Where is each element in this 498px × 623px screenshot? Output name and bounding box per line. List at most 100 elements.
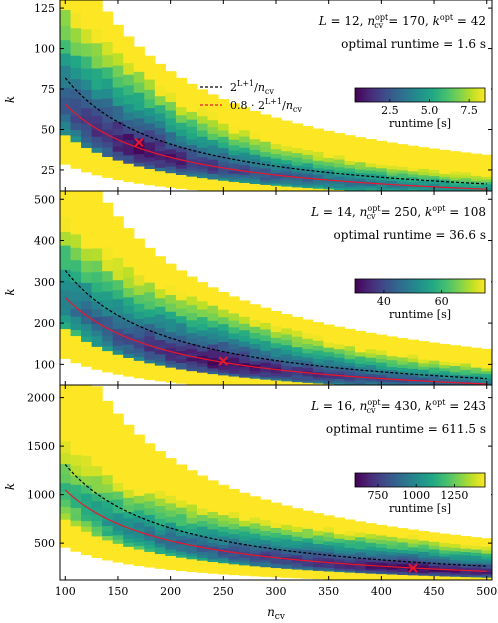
heatmap-cell [460,346,472,352]
heatmap-cell [450,394,461,396]
heatmap-cell [91,525,103,532]
heatmap-cell [470,548,483,553]
heatmap-cell [239,156,251,162]
heatmap-cell [175,557,188,561]
heatmap-cell [165,109,177,119]
heatmap-cell [186,565,198,569]
heatmap-cell [386,336,398,343]
heatmap-cell [376,174,388,178]
heatmap-cell [207,166,219,171]
y-tick-label: 2000 [27,392,55,405]
heatmap-cell [239,492,251,502]
heatmap-cell [165,548,177,553]
heatmap-cell [270,131,282,139]
heatmap-cell [207,556,219,560]
heatmap-cell [250,192,261,194]
heatmap-cell [471,387,482,389]
heatmap-cell [81,136,93,143]
heatmap-cell [270,558,282,562]
heatmap-cell [239,520,251,527]
heatmap-cell [102,156,114,162]
heatmap-cell [302,387,313,389]
heatmap-cell [429,197,440,199]
heatmap-cell [291,536,303,542]
heatmap-cell [333,133,346,140]
heatmap-cell [144,260,156,273]
heatmap-cell [133,555,145,559]
heatmap-cell [196,323,209,331]
heatmap-cell [228,558,240,562]
heatmap-cell [186,154,198,160]
heatmap-cell [291,351,303,357]
heatmap-cell [302,338,314,345]
y-tick-label: 500 [34,537,55,550]
heatmap-cell [239,572,251,575]
heatmap-cell [439,187,451,191]
heatmap-cell [355,570,367,574]
heatmap-cell [281,140,293,147]
heatmap-cell [249,528,261,534]
heatmap-cell [323,172,335,176]
heatmap-cell [386,152,398,158]
heatmap-cell [418,160,430,166]
heatmap-cell [102,354,114,360]
heatmap-cell [196,182,209,186]
heatmap-cell [260,192,271,194]
heatmap-cell [123,159,135,164]
heatmap-cell [439,154,451,160]
heatmap-cell [270,363,282,368]
heatmap-cell [344,164,356,169]
heatmap-cell [144,355,156,360]
heatmap-cell [355,536,367,542]
heatmap-cell [470,370,483,374]
heatmap-cell [207,361,219,366]
heatmap-cell [144,308,156,318]
heatmap-cell [407,189,419,191]
heatmap-cell [144,350,156,356]
heatmap-cell [144,520,156,527]
x-axis-label: ncv [267,605,286,622]
heatmap-cell [344,192,355,194]
heatmap-cell [112,506,124,514]
heatmap-cell [460,581,471,582]
heatmap-cell [397,352,409,358]
heatmap-cell [91,42,103,57]
heatmap-cell [428,356,440,361]
heatmap-cell [344,196,355,198]
heatmap-cell [133,563,145,567]
heatmap-cell [186,169,198,174]
heatmap-cell [291,531,303,537]
heatmap-cell [249,563,261,567]
heatmap-cell [123,62,135,75]
heatmap-cell [218,551,230,556]
heatmap-cell [144,369,156,373]
heatmap-cell [196,147,209,153]
heatmap-cell [196,507,209,515]
heatmap-cell [333,578,346,580]
heatmap-cell [397,196,408,198]
heatmap-cell [365,555,377,560]
heatmap-cell [376,570,388,573]
heatmap-cell [481,376,492,379]
heatmap-cell [260,513,272,521]
heatmap-cell [376,524,388,531]
heatmap-cell [249,569,261,572]
heatmap-cell [207,154,219,160]
heatmap-cell [112,167,124,172]
heatmap-cell [376,365,388,370]
heatmap-cell [323,557,335,562]
heatmap-cell [460,196,471,198]
heatmap-cell [355,577,367,580]
heatmap-cell [260,562,272,566]
heatmap-cell [270,310,282,319]
x-tick-label: 250 [213,585,234,598]
heatmap-cell [418,389,429,391]
heatmap-cell [249,380,261,383]
heatmap-cell [386,180,398,184]
heatmap-cell [449,534,461,540]
heatmap-cell [228,181,240,185]
heatmap-cell [60,289,72,300]
heatmap-cell [333,189,346,191]
y-tick-label: 200 [34,317,55,330]
heatmap-cell [112,482,124,492]
